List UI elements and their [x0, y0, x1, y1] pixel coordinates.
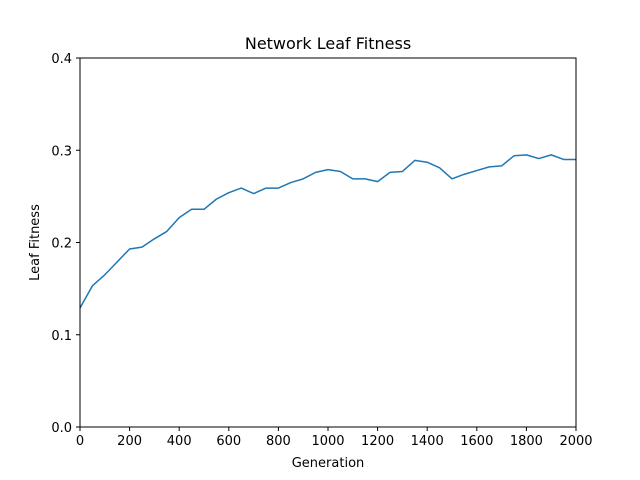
- y-tick-label: 0.4: [51, 52, 72, 67]
- chart-title: Network Leaf Fitness: [245, 34, 411, 53]
- x-axis-ticks: 0 200 400 600 800 1000 1200 1400 1600 1800 2000: [76, 427, 593, 449]
- x-tick-label: 200: [117, 434, 142, 449]
- y-axis-title: Leaf Fitness: [28, 204, 43, 281]
- x-tick-label: 1400: [411, 434, 444, 449]
- y-tick-label: 0.3: [51, 144, 72, 159]
- x-tick-label: 1600: [460, 434, 493, 449]
- x-tick-label: 1200: [361, 434, 394, 449]
- y-axis-ticks: 0.0 0.1 0.2 0.3 0.4: [51, 52, 80, 436]
- plot-frame: [79, 57, 577, 428]
- x-tick-label: 1000: [311, 434, 344, 449]
- x-tick-label: 600: [216, 434, 241, 449]
- y-tick-label: 0.2: [51, 237, 72, 252]
- x-tick-label: 800: [266, 434, 291, 449]
- x-tick-label: 0: [76, 434, 84, 449]
- x-tick-label: 1800: [510, 434, 543, 449]
- y-tick-label: 0.1: [51, 329, 72, 344]
- x-tick-label: 400: [167, 434, 192, 449]
- x-tick-label: 2000: [559, 434, 592, 449]
- x-axis-title: Generation: [292, 456, 365, 471]
- series-line: [79, 154, 576, 309]
- series-lines: [79, 154, 576, 309]
- y-tick-label: 0.0: [51, 421, 72, 436]
